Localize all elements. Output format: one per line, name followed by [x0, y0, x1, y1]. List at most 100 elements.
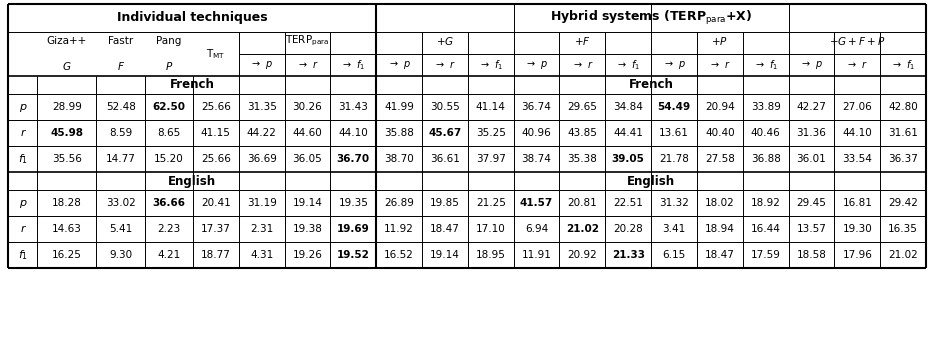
Text: 29.45: 29.45 [797, 198, 827, 208]
Text: 36.61: 36.61 [430, 154, 460, 164]
Text: 31.36: 31.36 [797, 128, 827, 138]
Text: 41.15: 41.15 [201, 128, 231, 138]
Text: 18.94: 18.94 [705, 224, 735, 234]
Text: $\rightarrow$ $r$: $\rightarrow$ $r$ [572, 59, 593, 70]
Text: 16.44: 16.44 [751, 224, 781, 234]
Text: 38.74: 38.74 [521, 154, 551, 164]
Text: 30.55: 30.55 [430, 102, 460, 112]
Text: 16.35: 16.35 [888, 224, 918, 234]
Text: 19.38: 19.38 [292, 224, 322, 234]
Text: 39.05: 39.05 [612, 154, 644, 164]
Text: 54.49: 54.49 [658, 102, 690, 112]
Text: 35.38: 35.38 [568, 154, 598, 164]
Text: $\rightarrow$ $p$: $\rightarrow$ $p$ [525, 59, 548, 71]
Text: 2.31: 2.31 [250, 224, 274, 234]
Text: 19.30: 19.30 [842, 224, 872, 234]
Text: $\rightarrow$ $p$: $\rightarrow$ $p$ [388, 59, 411, 71]
Text: T$_{\rm MT}$: T$_{\rm MT}$ [206, 47, 225, 61]
Text: 38.70: 38.70 [384, 154, 414, 164]
Text: 17.10: 17.10 [475, 224, 505, 234]
Text: 36.05: 36.05 [292, 154, 322, 164]
Text: Fastr: Fastr [108, 36, 134, 46]
Text: 45.67: 45.67 [429, 128, 461, 138]
Text: 36.70: 36.70 [337, 154, 370, 164]
Text: 36.01: 36.01 [797, 154, 827, 164]
Text: 29.42: 29.42 [888, 198, 918, 208]
Text: 16.52: 16.52 [384, 250, 414, 260]
Text: 17.37: 17.37 [201, 224, 231, 234]
Text: Individual techniques: Individual techniques [117, 12, 267, 25]
Text: 35.56: 35.56 [52, 154, 82, 164]
Text: 19.14: 19.14 [430, 250, 460, 260]
Text: 44.10: 44.10 [842, 128, 872, 138]
Text: English: English [168, 175, 216, 188]
Text: 36.74: 36.74 [521, 102, 551, 112]
Text: $\rightarrow$ $p$: $\rightarrow$ $p$ [250, 59, 273, 71]
Text: $f_1$: $f_1$ [18, 152, 28, 166]
Text: 45.98: 45.98 [50, 128, 83, 138]
Text: 15.20: 15.20 [154, 154, 184, 164]
Text: 33.02: 33.02 [106, 198, 135, 208]
Text: 42.27: 42.27 [797, 102, 827, 112]
Text: 19.52: 19.52 [337, 250, 370, 260]
Text: 27.58: 27.58 [705, 154, 735, 164]
Text: French: French [170, 78, 215, 92]
Text: 16.81: 16.81 [842, 198, 872, 208]
Text: 21.02: 21.02 [566, 224, 599, 234]
Text: 29.65: 29.65 [568, 102, 598, 112]
Text: Giza++: Giza++ [47, 36, 87, 46]
Text: 18.77: 18.77 [201, 250, 231, 260]
Text: 18.47: 18.47 [430, 224, 460, 234]
Text: 20.81: 20.81 [568, 198, 597, 208]
Text: 8.59: 8.59 [109, 128, 133, 138]
Text: $\rightarrow$ $r$: $\rightarrow$ $r$ [709, 59, 730, 70]
Text: 20.28: 20.28 [614, 224, 643, 234]
Text: 33.54: 33.54 [842, 154, 872, 164]
Text: 31.19: 31.19 [247, 198, 276, 208]
Text: English: English [627, 175, 675, 188]
Text: 17.59: 17.59 [751, 250, 781, 260]
Text: 40.46: 40.46 [751, 128, 781, 138]
Text: G: G [63, 62, 71, 72]
Text: 18.58: 18.58 [797, 250, 827, 260]
Text: 31.61: 31.61 [888, 128, 918, 138]
Text: 8.65: 8.65 [158, 128, 181, 138]
Text: 18.92: 18.92 [751, 198, 781, 208]
Text: $+F$: $+F$ [574, 35, 591, 47]
Text: 31.32: 31.32 [659, 198, 689, 208]
Text: 40.96: 40.96 [522, 128, 551, 138]
Text: 9.30: 9.30 [109, 250, 133, 260]
Text: 5.41: 5.41 [109, 224, 133, 234]
Text: 35.88: 35.88 [384, 128, 414, 138]
Text: 37.97: 37.97 [475, 154, 505, 164]
Text: $\rightarrow$ $f_1$: $\rightarrow$ $f_1$ [891, 58, 915, 72]
Text: Pang: Pang [157, 36, 182, 46]
Text: r: r [21, 224, 25, 234]
Text: 36.37: 36.37 [888, 154, 918, 164]
Text: 18.28: 18.28 [52, 198, 82, 208]
Text: 26.89: 26.89 [384, 198, 414, 208]
Text: 41.57: 41.57 [520, 198, 553, 208]
Text: 19.14: 19.14 [292, 198, 322, 208]
Text: 25.66: 25.66 [201, 102, 231, 112]
Text: 31.43: 31.43 [338, 102, 368, 112]
Text: 25.66: 25.66 [201, 154, 231, 164]
Text: $+G$: $+G$ [436, 35, 454, 47]
Text: 4.21: 4.21 [158, 250, 181, 260]
Text: 11.91: 11.91 [521, 250, 551, 260]
Text: 33.89: 33.89 [751, 102, 781, 112]
Text: 42.80: 42.80 [888, 102, 918, 112]
Text: 20.92: 20.92 [568, 250, 597, 260]
Text: $\rightarrow$ $p$: $\rightarrow$ $p$ [662, 59, 686, 71]
Text: 13.57: 13.57 [797, 224, 827, 234]
Text: 27.06: 27.06 [842, 102, 872, 112]
Text: 11.92: 11.92 [384, 224, 414, 234]
Text: 18.02: 18.02 [705, 198, 735, 208]
Text: 19.69: 19.69 [337, 224, 370, 234]
Text: p: p [20, 198, 26, 208]
Text: 4.31: 4.31 [250, 250, 274, 260]
Text: r: r [21, 128, 25, 138]
Text: 20.94: 20.94 [705, 102, 735, 112]
Text: 14.63: 14.63 [52, 224, 82, 234]
Text: 36.88: 36.88 [751, 154, 781, 164]
